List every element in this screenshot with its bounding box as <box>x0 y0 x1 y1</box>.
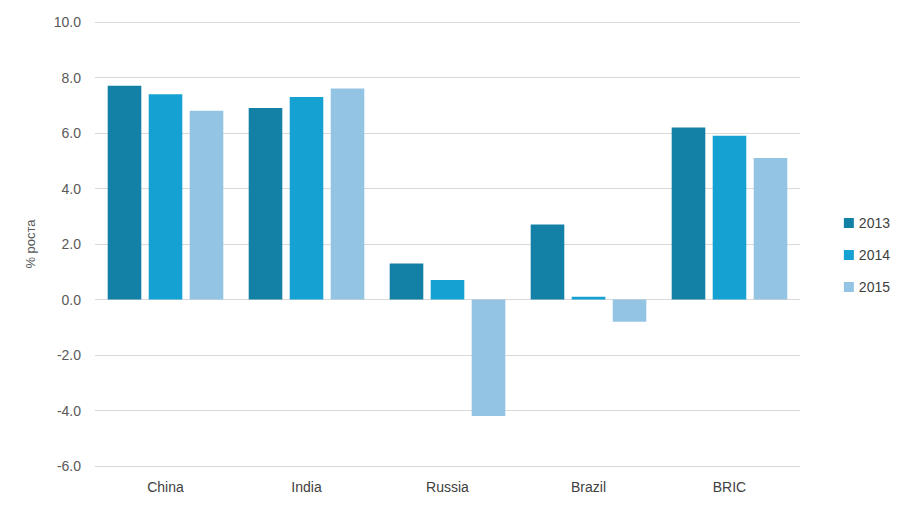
svg-text:China: China <box>147 479 184 495</box>
svg-text:2015: 2015 <box>859 279 890 295</box>
svg-text:2013: 2013 <box>859 215 890 231</box>
svg-text:% роста: % роста <box>23 219 38 269</box>
svg-text:BRIC: BRIC <box>713 479 746 495</box>
svg-text:2014: 2014 <box>859 247 890 263</box>
svg-text:-2.0: -2.0 <box>57 347 81 363</box>
svg-text:Brazil: Brazil <box>571 479 606 495</box>
svg-text:2.0: 2.0 <box>62 236 82 252</box>
svg-text:8.0: 8.0 <box>62 70 82 86</box>
svg-text:6.0: 6.0 <box>62 125 82 141</box>
svg-text:4.0: 4.0 <box>62 181 82 197</box>
svg-text:-4.0: -4.0 <box>57 403 81 419</box>
svg-text:10.0: 10.0 <box>54 14 81 30</box>
svg-text:India: India <box>291 479 322 495</box>
svg-text:-6.0: -6.0 <box>57 458 81 474</box>
svg-text:0.0: 0.0 <box>62 292 82 308</box>
svg-text:Russia: Russia <box>426 479 469 495</box>
